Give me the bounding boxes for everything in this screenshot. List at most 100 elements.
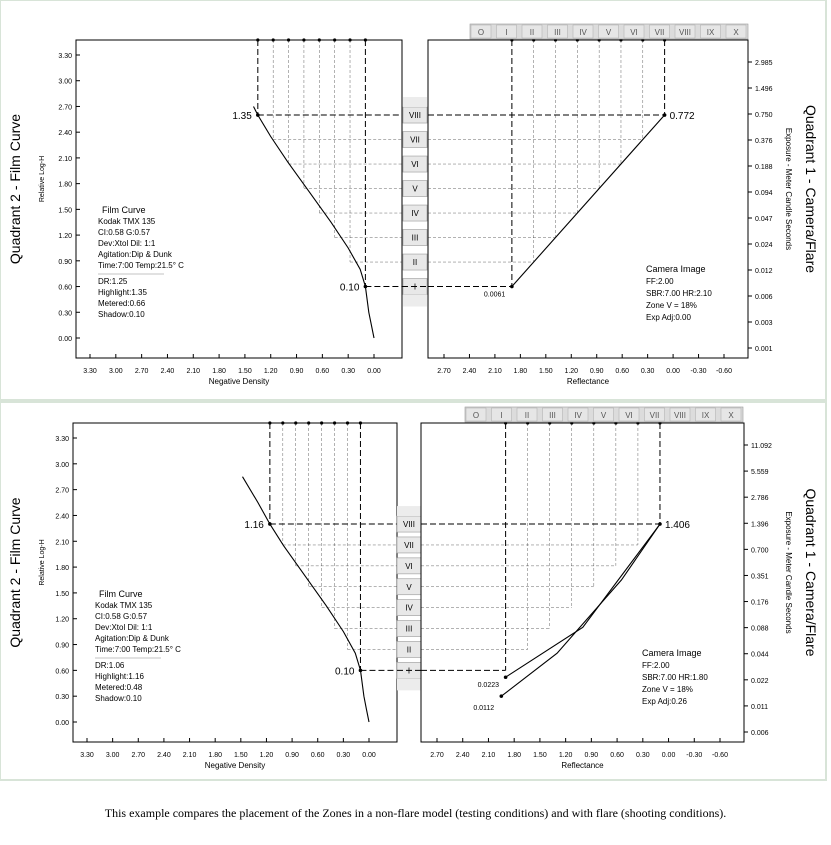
y-tick-label: 2.10 bbox=[58, 156, 72, 163]
zone-cell-label: VIII bbox=[409, 111, 421, 120]
zone-cell-label: VI bbox=[411, 160, 419, 169]
exposure-tick-label: 1.396 bbox=[751, 521, 769, 528]
y-axis-label: Relative Log-H bbox=[39, 539, 46, 585]
y-tick-label: 2.10 bbox=[55, 539, 69, 546]
camera-info-line: FF:2.00 bbox=[642, 661, 670, 670]
zone-cell-label: VII bbox=[410, 136, 420, 145]
x-tick-label: 0.90 bbox=[285, 752, 299, 759]
zone-band-cell bbox=[674, 24, 696, 39]
zone-guide-dot bbox=[294, 421, 298, 425]
film-info-line: DR:1.25 bbox=[98, 277, 128, 286]
x-tick-label: 0.60 bbox=[316, 368, 330, 375]
exposure-tick-label: 0.351 bbox=[751, 573, 769, 580]
x-tick-label: -0.30 bbox=[691, 368, 707, 375]
zone-band-cell bbox=[649, 24, 670, 39]
camera-highlight-point bbox=[658, 522, 662, 526]
zone-band-label: VIII bbox=[679, 28, 691, 37]
zone-band-label: O bbox=[473, 411, 479, 420]
camera-info-line: SBR:7.00 HR:1.80 bbox=[642, 673, 708, 682]
x-tick-label: 0.60 bbox=[311, 752, 325, 759]
x-tick-label: 0.60 bbox=[610, 752, 624, 759]
zone-guide-dot bbox=[332, 421, 337, 425]
film-plot-frame bbox=[75, 39, 403, 359]
camera-info-line: Zone V = 18% bbox=[646, 301, 697, 310]
exposure-axis-label: Exposure - Meter Candle Seconds bbox=[784, 128, 793, 250]
zone-guide-dot bbox=[302, 38, 306, 42]
x-tick-label: 3.00 bbox=[109, 368, 123, 375]
zone-guide-dot bbox=[363, 38, 367, 42]
x-tick-label: 1.20 bbox=[260, 752, 274, 759]
shadow-density-label: 0.10 bbox=[335, 666, 355, 677]
zone-guide-dot bbox=[268, 421, 272, 425]
quadrant2-title: Quadrant 2 - Film Curve bbox=[7, 497, 23, 647]
film-info-line: Shadow:0.10 bbox=[95, 694, 142, 703]
x-tick-label: 2.70 bbox=[135, 368, 149, 375]
zone-cell-label: IV bbox=[405, 604, 413, 613]
flare-curve bbox=[500, 523, 661, 697]
camera-shadow-point bbox=[510, 284, 514, 289]
film-info-line: Dev:Xtol Dil: 1:1 bbox=[95, 623, 153, 632]
camera-curve bbox=[511, 114, 666, 287]
zone-guide-dot bbox=[333, 38, 337, 42]
quadrant1-title: Quadrant 1 - Camera/Flare bbox=[803, 488, 819, 656]
quadrant2-title: Quadrant 2 - Film Curve bbox=[7, 114, 23, 264]
x-tick-label: 0.30 bbox=[341, 368, 355, 375]
zone-band-label: VII bbox=[650, 411, 660, 420]
zone-cell-label: VI bbox=[405, 562, 413, 571]
film-info-line: Time:7:00 Temp:21.5° C bbox=[95, 645, 181, 654]
zone-band-cell bbox=[669, 407, 691, 422]
zone-cell-label: VIII bbox=[403, 520, 415, 529]
x-axis-label: Reflectance bbox=[561, 761, 604, 770]
zone-cell-label: II bbox=[413, 258, 417, 267]
highlight-point bbox=[268, 522, 272, 526]
zone-cell bbox=[402, 131, 428, 148]
zone-band-label: II bbox=[525, 411, 529, 420]
camera-curve bbox=[505, 523, 661, 678]
camera-shadow-label: 0.0223 bbox=[478, 682, 500, 689]
highlight-point bbox=[256, 113, 260, 117]
y-tick-label: 3.00 bbox=[55, 462, 69, 469]
zone-band-cell bbox=[470, 24, 492, 39]
camera-info-line: Camera Image bbox=[646, 264, 706, 274]
shadow-point bbox=[363, 284, 368, 289]
x-tick-label: 1.50 bbox=[539, 368, 553, 375]
film-info-line: Highlight:1.16 bbox=[95, 672, 144, 681]
x-tick-label: 2.40 bbox=[157, 752, 171, 759]
zone-cell bbox=[402, 253, 428, 271]
x-tick-label: 0.90 bbox=[585, 752, 599, 759]
zone-band-cell bbox=[623, 24, 645, 39]
x-tick-label: 0.60 bbox=[615, 368, 629, 375]
film-info-line: CI:0.58 G:0.57 bbox=[98, 228, 151, 237]
zone-cell bbox=[402, 229, 428, 246]
zone-guide-dot bbox=[320, 421, 324, 425]
zone-band-cell bbox=[491, 407, 512, 422]
film-info-line: Agitation:Dip & Dunk bbox=[95, 634, 170, 643]
zone-band-cell bbox=[618, 407, 640, 422]
zone-band-cell bbox=[644, 407, 665, 422]
highlight-density-label: 1.16 bbox=[244, 520, 264, 531]
chart-panel: 0.00 0.30 0.60 0.90 1.20 1.50 1.80 2.10 2.40 2.70… bbox=[0, 401, 827, 781]
y-tick-label: 0.90 bbox=[55, 643, 69, 650]
zone-band-label: V bbox=[601, 411, 607, 420]
exposure-tick-label: 0.001 bbox=[755, 346, 773, 353]
x-tick-label: 1.50 bbox=[238, 368, 252, 375]
exposure-tick-label: 0.022 bbox=[751, 678, 769, 685]
film-info-line: Kodak TMX 135 bbox=[98, 217, 156, 226]
zone-cell-label: VII bbox=[404, 541, 414, 550]
x-tick-label: 0.30 bbox=[641, 368, 655, 375]
x-tick-label: 0.30 bbox=[636, 752, 650, 759]
y-tick-label: 0.00 bbox=[58, 336, 72, 343]
x-tick-label: 2.40 bbox=[463, 368, 477, 375]
camera-info-line: SBR:7.00 HR:2.10 bbox=[646, 289, 712, 298]
y-tick-label: 3.30 bbox=[55, 436, 69, 443]
y-tick-label: 3.30 bbox=[58, 53, 72, 60]
y-tick-label: 1.20 bbox=[55, 617, 69, 624]
exposure-tick-label: 0.012 bbox=[755, 268, 773, 275]
x-tick-label: 2.10 bbox=[183, 752, 197, 759]
zone-band-label: VII bbox=[655, 28, 665, 37]
x-tick-label: 2.70 bbox=[437, 368, 451, 375]
zone-band-label: I bbox=[505, 28, 507, 37]
film-curve bbox=[253, 106, 375, 339]
film-curve bbox=[242, 476, 370, 723]
zone-guide-dot bbox=[286, 38, 291, 42]
